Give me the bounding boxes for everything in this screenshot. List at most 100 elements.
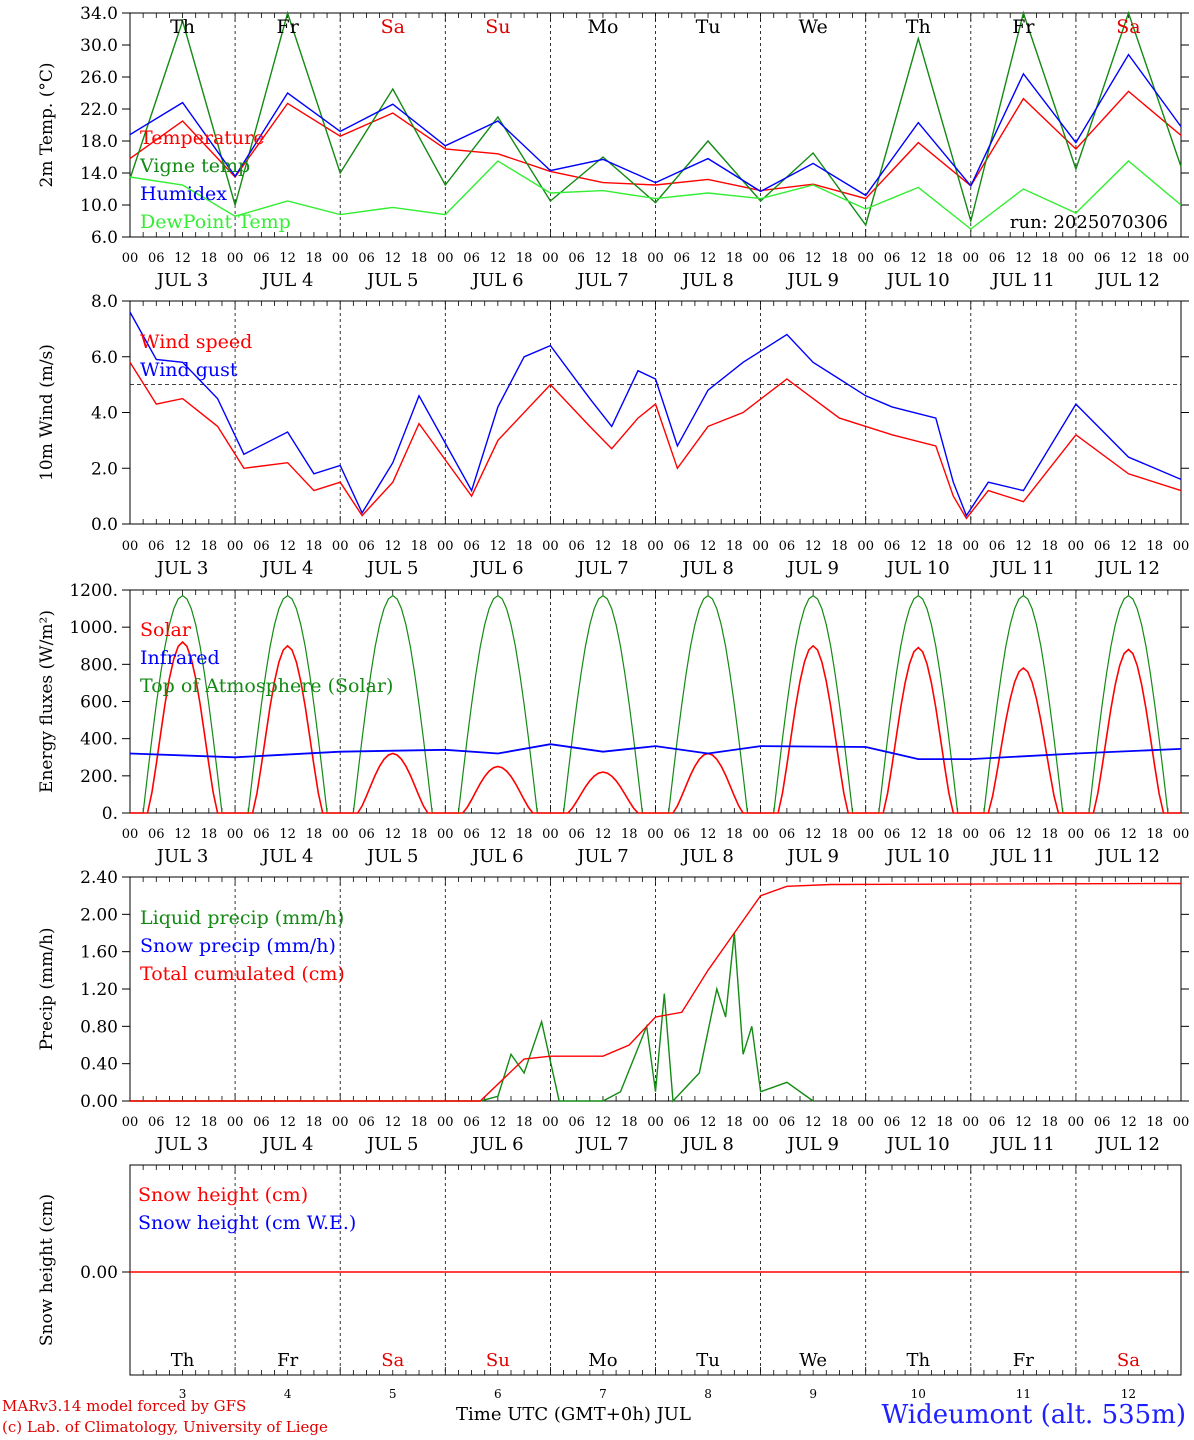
panel-1-hour-label: 06 (1094, 251, 1111, 266)
bottom-day-number: 3 (179, 1387, 187, 1401)
panel-5-legend-entry: Snow height (cm) (138, 1184, 308, 1206)
panel-4-ytick-label: 1.20 (80, 980, 118, 1000)
panel-1-hour-label: 06 (779, 251, 796, 266)
panel-1-hour-label: 06 (674, 251, 691, 266)
panel-2-hour-label: 06 (674, 539, 691, 554)
panel-2-hour-label: 00 (1068, 539, 1085, 554)
panel-3-legend-entry: Solar (140, 619, 192, 641)
panel-1-ytick-label: 14.0 (80, 164, 118, 184)
panel-4-ytick-label: 2.40 (80, 868, 118, 888)
panel-2-hour-label: 12 (384, 539, 401, 554)
panel-4-hour-label: 00 (122, 1115, 139, 1130)
panel-1-hour-label: 18 (1041, 251, 1058, 266)
panel-2-ytick-label: 6.0 (91, 348, 118, 368)
panel-1-hour-label: 06 (884, 251, 901, 266)
temperatureline (129, 90, 1182, 200)
panel-2-hour-label: 06 (884, 539, 901, 554)
panel-1-hour-label: 12 (490, 251, 507, 266)
panel-2-hour-label: 00 (647, 539, 664, 554)
panel-1-hour-label: 00 (857, 251, 874, 266)
panel-1-hour-label: 18 (726, 251, 743, 266)
panel-2-hour-label: 06 (253, 539, 270, 554)
panel-4-hour-label: 18 (306, 1115, 323, 1130)
panel-1-hour-label: 18 (936, 251, 953, 266)
panel-2-hour-label: 00 (542, 539, 559, 554)
panel-3-hour-label: 00 (437, 827, 454, 842)
panel-1-hour-label: 00 (122, 251, 139, 266)
panel-3-hour-label: 18 (621, 827, 638, 842)
bottom-day-number: 5 (389, 1387, 397, 1401)
panel-3-hour-label: 18 (516, 827, 533, 842)
panel-1-legend-entry: Vigne temp (139, 155, 250, 177)
panel-5-y-axis-title: Snow height (cm) (37, 1194, 57, 1346)
panel-2-legend-entry: Wind gust (140, 359, 238, 381)
panel-3-hour-label: 18 (1146, 827, 1163, 842)
bottom-day-number: 10 (911, 1387, 926, 1401)
top-day-name: We (799, 16, 828, 38)
panel-4-date-label: JUL 7 (575, 1134, 629, 1155)
panel-5-ytick-label: 0.00 (80, 1263, 118, 1283)
panel-1-hour-label: 06 (358, 251, 375, 266)
panel-3-hour-label: 00 (122, 827, 139, 842)
panel-3-hour-label: 06 (463, 827, 480, 842)
panel-2-legend-entry: Wind speed (140, 331, 252, 353)
panel-4-hour-label: 12 (595, 1115, 612, 1130)
panel-2-hour-label: 12 (1120, 539, 1137, 554)
bottom-day-number: 6 (494, 1387, 502, 1401)
panel-3-ytick-label: 0. (102, 804, 118, 824)
panel-1-hour-label: 12 (1015, 251, 1032, 266)
bottom-day-name: We (799, 1350, 827, 1371)
panel-3-legend-entry: Infrared (140, 647, 220, 669)
panel-2-hour-label: 00 (437, 539, 454, 554)
panel-2-hour-label: 18 (831, 539, 848, 554)
panel-1-date-label: JUL 8 (680, 270, 734, 291)
panel-3-date-label: JUL 8 (680, 846, 734, 867)
panel-2-hour-label: 06 (463, 539, 480, 554)
panel-1-hour-label: 18 (621, 251, 638, 266)
model-credit: MARv3.14 model forced by GFS (2, 1397, 247, 1415)
panel-1-hour-label: 12 (700, 251, 717, 266)
panel-2-hour-label: 06 (358, 539, 375, 554)
panel-2-hour-label: 12 (279, 539, 296, 554)
panel-4-hour-label: 12 (910, 1115, 927, 1130)
panel-4-date-label: JUL 8 (680, 1134, 734, 1155)
panel-1-hour-label: 06 (253, 251, 270, 266)
panel-4-hour-label: 12 (700, 1115, 717, 1130)
panel-2-ytick-label: 4.0 (91, 404, 118, 424)
panel-3-y-axis-title: Energy fluxes (W/m²) (37, 610, 57, 793)
panel-1-hour-label: 00 (227, 251, 244, 266)
panel-2-hour-label: 18 (726, 539, 743, 554)
bottom-day-name: Sa (1117, 1350, 1140, 1371)
panel-2-hour-label: 18 (411, 539, 428, 554)
panel-4-hour-label: 06 (884, 1115, 901, 1130)
panel-3-hour-label: 12 (700, 827, 717, 842)
panel-3-hour-label: 18 (1041, 827, 1058, 842)
panel-1-hour-label: 00 (1068, 251, 1085, 266)
panel-1-ytick-label: 6.0 (91, 228, 118, 248)
x-axis-title: Time UTC (GMT+0h) JUL (456, 1404, 691, 1425)
bottom-day-name: Fr (277, 1350, 298, 1371)
panel-3-hour-label: 12 (174, 827, 191, 842)
panel-1-hour-label: 00 (437, 251, 454, 266)
panel-3-ytick-label: 400. (80, 730, 118, 750)
panel-2-hour-label: 00 (1173, 539, 1190, 554)
panel-1-hour-label: 18 (411, 251, 428, 266)
panel-1-hour-label: 00 (647, 251, 664, 266)
panel-1-hour-label: 06 (989, 251, 1006, 266)
bottom-day-number: 4 (284, 1387, 292, 1401)
panel-2-ytick-label: 8.0 (91, 292, 118, 312)
panel-1-legend-entry: Humidex (140, 183, 227, 205)
panel-4-date-label: JUL 10 (885, 1134, 950, 1155)
panel-4-hour-label: 06 (463, 1115, 480, 1130)
bottom-day-number: 8 (704, 1387, 712, 1401)
panel-3-ytick-label: 1200. (69, 581, 118, 601)
panel-2-hour-label: 18 (1146, 539, 1163, 554)
panel-3-date-label: JUL 7 (575, 846, 629, 867)
liquid-precip-mm-h-line (130, 932, 814, 1103)
panel-4-date-label: JUL 3 (155, 1134, 209, 1155)
panel-3-hour-label: 06 (674, 827, 691, 842)
panel-4-hour-label: 00 (857, 1115, 874, 1130)
panel-2-hour-label: 06 (989, 539, 1006, 554)
wind-gustline (129, 311, 1182, 518)
panel-3-date-label: JUL 10 (885, 846, 950, 867)
